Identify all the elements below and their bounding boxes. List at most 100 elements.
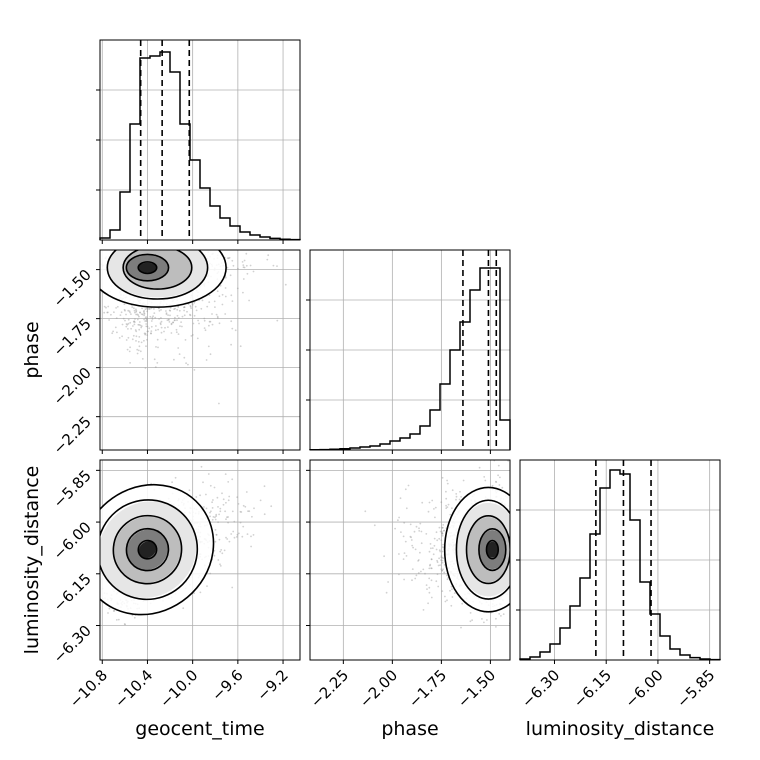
scatter-point <box>387 581 389 583</box>
histogram-geocent_time <box>99 51 301 241</box>
scatter-point <box>137 246 139 248</box>
scatter-point <box>236 287 239 290</box>
scatter-point <box>219 565 222 567</box>
scatter-point <box>128 310 131 312</box>
scatter-point <box>403 521 406 524</box>
scatter-point <box>430 558 433 561</box>
scatter-point <box>164 338 167 341</box>
scatter-point <box>167 314 170 316</box>
scatter-point <box>439 530 442 533</box>
density-level <box>486 541 499 558</box>
scatter-point <box>145 325 148 328</box>
scatter-point <box>221 303 224 306</box>
y-tick-label: −6.15 <box>50 570 95 615</box>
scatter-point <box>517 495 519 497</box>
scatter-point <box>431 547 434 549</box>
scatter-point <box>243 259 246 262</box>
scatter-point <box>495 617 497 620</box>
scatter-point <box>433 544 436 547</box>
scatter-point <box>439 564 441 566</box>
scatter-point <box>172 321 175 324</box>
scatter-point <box>199 591 202 594</box>
scatter-point <box>193 592 196 595</box>
scatter-point <box>409 523 412 526</box>
scatter-point <box>89 593 91 595</box>
scatter-point <box>219 550 222 553</box>
scatter-point <box>224 510 227 513</box>
scatter-point <box>127 318 130 321</box>
scatter-point <box>227 257 230 260</box>
scatter-point <box>225 536 227 539</box>
scatter-point <box>135 340 137 342</box>
scatter-point <box>248 299 251 302</box>
scatter-point <box>189 304 192 307</box>
scatter-point <box>133 323 136 326</box>
scatter-point <box>112 610 115 612</box>
scatter-point <box>445 507 448 510</box>
scatter-point <box>471 619 473 622</box>
scatter-point <box>167 319 170 321</box>
scatter-point <box>441 559 444 562</box>
scatter-point <box>177 347 180 349</box>
scatter-point <box>428 550 431 553</box>
scatter-point <box>146 308 149 311</box>
scatter-point <box>404 540 407 543</box>
scatter-point <box>94 567 96 569</box>
scatter-point <box>174 246 176 248</box>
scatter-point <box>263 485 266 488</box>
contour-line <box>137 539 158 560</box>
scatter-point <box>124 309 126 312</box>
scatter-point <box>231 300 234 302</box>
contour-line <box>122 250 193 290</box>
scatter-point <box>133 307 135 310</box>
scatter-point <box>441 532 444 535</box>
scatter-point <box>120 311 123 314</box>
scatter-point <box>152 315 155 318</box>
scatter-point <box>211 501 214 504</box>
scatter-point <box>239 510 242 513</box>
scatter-point <box>203 506 205 508</box>
scatter-point <box>207 345 210 348</box>
scatter-point <box>442 557 444 560</box>
scatter-point <box>181 325 183 328</box>
scatter-point <box>209 572 212 575</box>
scatter-point <box>158 318 161 320</box>
scatter-point <box>145 318 148 320</box>
x-tick-label: −6.30 <box>518 666 563 711</box>
scatter-point <box>462 479 465 482</box>
scatter-point <box>514 554 516 556</box>
scatter-point <box>146 307 148 310</box>
contour-line <box>485 539 500 560</box>
scatter-point <box>129 346 132 349</box>
scatter-point <box>218 538 221 541</box>
density-panel-phase-luminosity_distance <box>306 459 519 664</box>
scatter-point <box>180 321 183 323</box>
scatter-point <box>497 464 500 467</box>
scatter-point <box>139 324 142 327</box>
scatter-point <box>511 591 513 593</box>
scatter-point <box>150 332 152 335</box>
scatter-point <box>202 481 204 484</box>
scatter-point <box>215 313 218 316</box>
scatter-point <box>421 501 424 504</box>
scatter-point <box>253 507 255 510</box>
scatter-point <box>219 507 222 510</box>
scatter-point <box>167 326 169 328</box>
density-content <box>100 242 287 405</box>
scatter-point <box>251 515 253 518</box>
scatter-point <box>135 242 137 244</box>
scatter-point <box>163 247 165 249</box>
scatter-point <box>129 321 132 324</box>
scatter-point <box>438 526 441 529</box>
scatter-point <box>498 484 501 486</box>
scatter-point <box>398 516 400 519</box>
scatter-point <box>429 564 431 567</box>
scatter-point <box>205 493 207 496</box>
scatter-point <box>450 604 453 607</box>
scatter-point <box>242 278 245 280</box>
scatter-point <box>419 551 421 554</box>
scatter-point <box>156 338 159 341</box>
x-tick-label: −6.00 <box>622 666 667 711</box>
scatter-point <box>142 244 144 246</box>
x-tick-label: −2.00 <box>356 666 401 711</box>
